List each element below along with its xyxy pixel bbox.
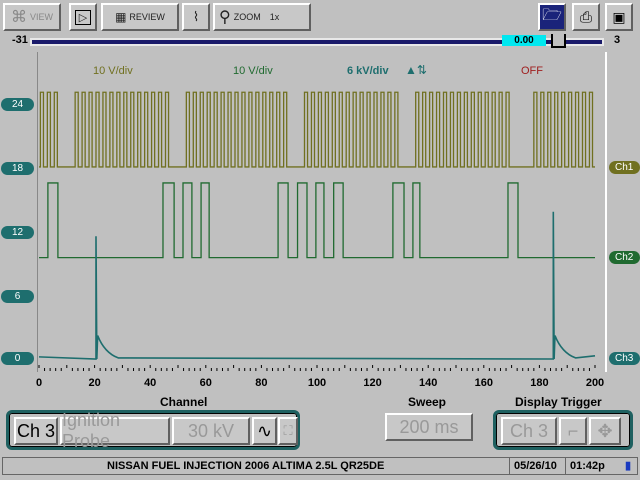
x-tick-label: 40: [144, 377, 157, 389]
ch3-marker[interactable]: Ch3: [609, 352, 640, 365]
channel-section-label: Channel: [160, 395, 208, 409]
review-label: REVIEW: [129, 12, 165, 22]
channel-panel: Ch 3 Ignition Probe 30 kV ∿ ⛶: [6, 410, 300, 451]
y-label-18: 18: [1, 162, 34, 175]
trigger-panel: Ch 3 ⌐ ✥: [493, 410, 633, 450]
film-icon: ▦: [115, 10, 127, 24]
probe-settings-icon: ⛶: [283, 423, 293, 438]
trigger-slope-button[interactable]: ⌐: [559, 417, 587, 445]
toolbox-button[interactable]: ▣: [605, 3, 633, 31]
range-button[interactable]: 30 kV: [172, 417, 250, 445]
trigger-section-label: Display Trigger: [515, 395, 602, 409]
vehicle-info: NISSAN FUEL INJECTION 2006 ALTIMA 2.5L Q…: [107, 460, 385, 472]
ch2-marker[interactable]: Ch2: [609, 251, 640, 264]
ch1-trace: [39, 91, 595, 168]
x-tick-label: 160: [474, 377, 493, 389]
binoculars-icon: ⌘: [10, 9, 27, 26]
battery-icon: ▮: [625, 460, 632, 472]
ch3-scale: 6 kV/div: [347, 65, 389, 77]
trigger-position-button[interactable]: ✥: [589, 417, 621, 445]
zoom-level: 1x: [269, 12, 280, 22]
open-folder-button[interactable]: 🗁: [538, 3, 566, 31]
view-button[interactable]: ⌘ VIEW: [3, 3, 61, 31]
printer-icon: ⎙: [579, 8, 592, 26]
status-time: 01:42p: [565, 458, 605, 474]
ch3-trace: [38, 211, 596, 360]
sweep-section-label: Sweep: [408, 395, 447, 409]
ch1-marker[interactable]: Ch1: [609, 161, 640, 174]
scope-plot: 10 V/div 10 V/div 6 kV/div ▲⇅ OFF: [37, 52, 607, 372]
y-label-0: 0: [1, 352, 34, 365]
slider-min: -31: [12, 34, 28, 46]
ch1-scale: 10 V/div: [93, 65, 133, 77]
magnifier-icon: ⚲: [219, 9, 231, 26]
x-tick-label: 20: [88, 377, 101, 389]
play-button[interactable]: ▷: [69, 3, 97, 31]
time-slider[interactable]: [30, 38, 604, 46]
x-tick-label: 180: [530, 377, 549, 389]
sweep-panel: 200 ms: [383, 410, 476, 450]
slider-value: 0.00: [502, 35, 546, 46]
probe-button[interactable]: Ignition Probe: [60, 410, 170, 451]
probe-settings-button[interactable]: ⛶: [278, 417, 298, 445]
cursor-button[interactable]: ⌇: [182, 3, 210, 31]
view-label: VIEW: [29, 12, 53, 22]
zoom-label: ZOOM: [233, 12, 261, 22]
play-icon: ▷: [74, 9, 92, 25]
y-label-6: 6: [1, 290, 34, 303]
waveform-cursor-icon: ⌇: [192, 9, 200, 24]
x-tick-label: 200: [585, 377, 605, 389]
folder-icon: 🗁: [542, 6, 562, 24]
slider-thumb[interactable]: [551, 34, 566, 48]
move-icon: ✥: [597, 420, 613, 441]
print-button[interactable]: ⎙: [572, 3, 600, 31]
rising-edge-icon: ⌐: [567, 420, 579, 441]
review-button[interactable]: ▦ REVIEW: [101, 3, 179, 31]
status-bar: NISSAN FUEL INJECTION 2006 ALTIMA 2.5L Q…: [2, 457, 638, 475]
trigger-channel-button[interactable]: Ch 3: [501, 417, 557, 445]
x-tick-label: 0: [35, 377, 43, 389]
y-label-12: 12: [1, 226, 34, 239]
trigger-state: OFF: [521, 65, 543, 77]
x-tick-label: 100: [307, 377, 327, 389]
toolbox-icon: ▣: [612, 8, 626, 25]
coupling-button[interactable]: ∿: [252, 417, 277, 445]
ch2-trace: [39, 182, 595, 259]
channel-select-button[interactable]: Ch 3: [14, 417, 58, 445]
trigger-slope-icon[interactable]: ▲⇅: [405, 63, 427, 77]
slider-max: 3: [614, 34, 621, 46]
y-label-24: 24: [1, 98, 34, 111]
ac-wave-icon: ∿: [256, 420, 273, 441]
x-tick-label: 80: [255, 377, 268, 389]
status-date: 05/26/10: [509, 458, 557, 474]
x-tick-label: 60: [199, 377, 212, 389]
zoom-button[interactable]: ⚲ ZOOM 1x: [213, 3, 311, 31]
sweep-button[interactable]: 200 ms: [385, 413, 473, 441]
ch2-scale: 10 V/div: [233, 65, 273, 77]
x-tick-label: 140: [419, 377, 438, 389]
x-tick-label: 120: [363, 377, 382, 389]
